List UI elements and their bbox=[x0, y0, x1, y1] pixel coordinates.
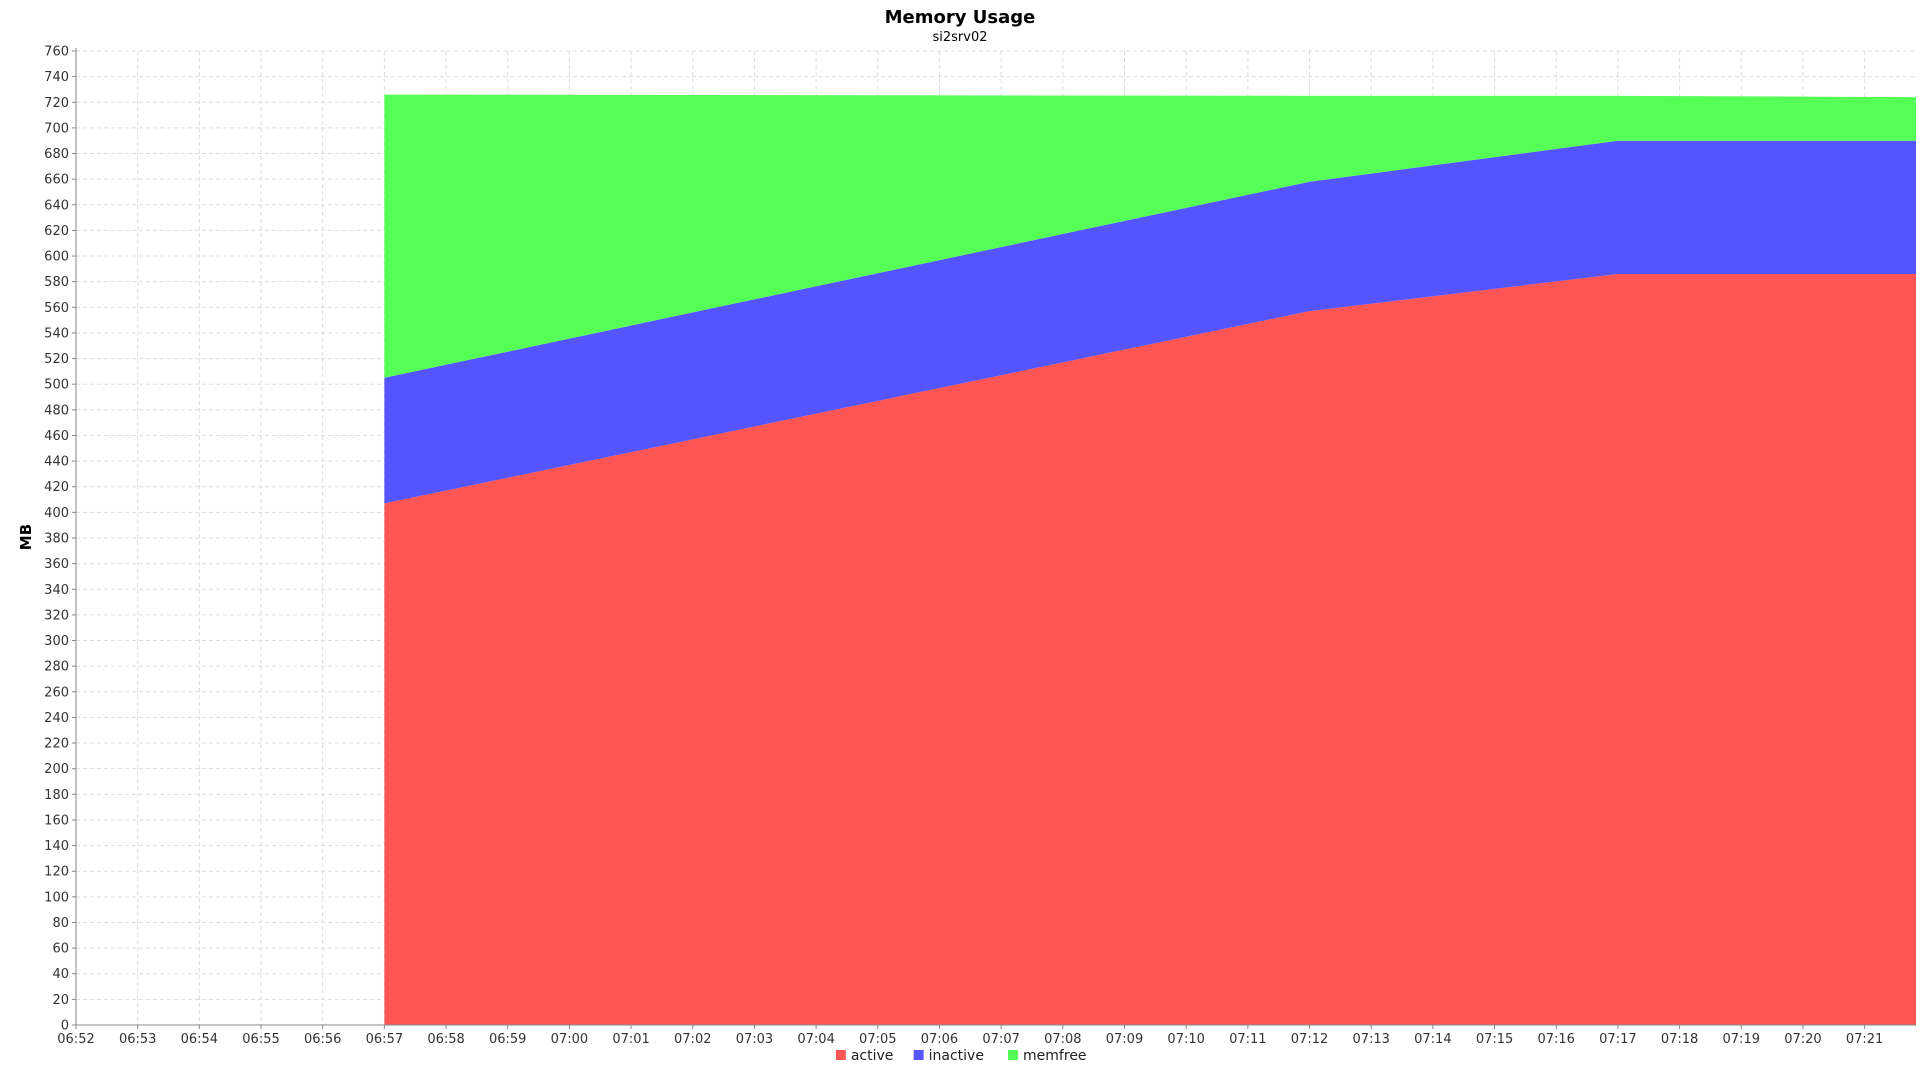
y-tick-label: 40 bbox=[52, 967, 69, 982]
y-tick-label: 660 bbox=[44, 173, 69, 188]
x-tick-label: 06:56 bbox=[304, 1032, 341, 1047]
x-tick-label: 07:06 bbox=[921, 1032, 958, 1047]
y-tick-label: 300 bbox=[44, 634, 69, 649]
y-tick-label: 560 bbox=[44, 301, 69, 316]
y-tick-label: 180 bbox=[44, 788, 69, 803]
y-tick-label: 620 bbox=[44, 224, 69, 239]
x-tick-label: 07:10 bbox=[1167, 1032, 1204, 1047]
x-tick-label: 07:16 bbox=[1537, 1032, 1574, 1047]
y-tick-label: 340 bbox=[44, 583, 69, 598]
x-tick-label: 07:11 bbox=[1229, 1032, 1266, 1047]
x-tick-label: 07:14 bbox=[1414, 1032, 1451, 1047]
y-tick-label: 520 bbox=[44, 352, 69, 367]
y-tick-label: 160 bbox=[44, 813, 69, 828]
y-tick-label: 720 bbox=[44, 96, 69, 111]
y-tick-label: 420 bbox=[44, 480, 69, 495]
legend-label-memfree: memfree bbox=[1023, 1048, 1087, 1064]
series-area-inactive bbox=[384, 140, 1916, 504]
y-tick-label: 540 bbox=[44, 326, 69, 341]
legend-swatch-inactive bbox=[913, 1050, 924, 1060]
y-tick-label: 380 bbox=[44, 532, 69, 547]
y-tick-label: 680 bbox=[44, 147, 69, 162]
stacked-areas bbox=[384, 94, 1916, 1025]
x-tick-label: 07:00 bbox=[551, 1032, 588, 1047]
y-tick-label: 600 bbox=[44, 250, 69, 265]
x-tick-label: 06:53 bbox=[119, 1032, 156, 1047]
y-tick-label: 740 bbox=[44, 70, 69, 85]
y-tick-label: 120 bbox=[44, 865, 69, 880]
y-tick-label: 80 bbox=[52, 916, 69, 931]
x-axis-ticks: 06:52 06:53 06:54 06:55 06:56 06:57 06:58 06:59… bbox=[57, 1025, 1883, 1047]
y-axis-label: MB bbox=[17, 524, 35, 550]
legend-label-active: active bbox=[851, 1048, 894, 1064]
y-tick-label: 400 bbox=[44, 506, 69, 521]
x-tick-label: 07:15 bbox=[1476, 1032, 1513, 1047]
y-tick-label: 140 bbox=[44, 839, 69, 854]
y-tick-label: 440 bbox=[44, 455, 69, 470]
y-tick-label: 640 bbox=[44, 198, 69, 213]
x-tick-label: 07:17 bbox=[1599, 1032, 1636, 1047]
x-tick-label: 06:52 bbox=[57, 1032, 94, 1047]
y-tick-label: 220 bbox=[44, 737, 69, 752]
chart-title: Memory Usage bbox=[885, 7, 1036, 28]
x-tick-label: 07:18 bbox=[1661, 1032, 1698, 1047]
y-tick-label: 360 bbox=[44, 557, 69, 572]
x-tick-label: 07:04 bbox=[797, 1032, 834, 1047]
y-tick-label: 60 bbox=[52, 942, 69, 957]
x-tick-label: 07:05 bbox=[859, 1032, 896, 1047]
y-tick-label: 240 bbox=[44, 711, 69, 726]
legend-label-inactive: inactive bbox=[929, 1048, 984, 1064]
x-tick-label: 07:19 bbox=[1723, 1032, 1760, 1047]
x-tick-label: 06:55 bbox=[242, 1032, 279, 1047]
x-tick-label: 06:59 bbox=[489, 1032, 526, 1047]
series-area-active bbox=[384, 273, 1916, 1025]
y-tick-label: 580 bbox=[44, 275, 69, 290]
x-tick-label: 07:20 bbox=[1784, 1032, 1821, 1047]
y-tick-label: 200 bbox=[44, 762, 69, 777]
y-tick-label: 480 bbox=[44, 403, 69, 418]
x-tick-label: 06:58 bbox=[427, 1032, 464, 1047]
y-tick-label: 20 bbox=[52, 993, 69, 1008]
y-tick-label: 260 bbox=[44, 685, 69, 700]
x-tick-label: 07:13 bbox=[1352, 1032, 1389, 1047]
x-tick-label: 07:03 bbox=[736, 1032, 773, 1047]
x-tick-label: 07:12 bbox=[1291, 1032, 1328, 1047]
x-tick-label: 07:08 bbox=[1044, 1032, 1081, 1047]
x-tick-label: 07:01 bbox=[612, 1032, 649, 1047]
x-tick-label: 07:09 bbox=[1106, 1032, 1143, 1047]
y-tick-label: 100 bbox=[44, 890, 69, 905]
x-tick-label: 06:54 bbox=[181, 1032, 218, 1047]
legend-swatch-memfree bbox=[1008, 1050, 1019, 1060]
y-tick-label: 500 bbox=[44, 378, 69, 393]
legend-swatch-active bbox=[835, 1050, 846, 1060]
series-area-memfree bbox=[384, 94, 1916, 378]
y-tick-label: 280 bbox=[44, 660, 69, 675]
legend: active inactive memfree bbox=[835, 1048, 1087, 1064]
x-tick-label: 07:07 bbox=[982, 1032, 1019, 1047]
x-tick-label: 07:21 bbox=[1846, 1032, 1883, 1047]
y-axis-ticks: 0 20 40 60 80 100 120 140 160 180 200 220 240 260 280 3… bbox=[44, 45, 76, 1034]
axes bbox=[75, 48, 1916, 1026]
y-tick-label: 460 bbox=[44, 429, 69, 444]
x-tick-label: 07:02 bbox=[674, 1032, 711, 1047]
y-tick-label: 760 bbox=[44, 45, 69, 60]
y-tick-label: 320 bbox=[44, 608, 69, 623]
x-tick-label: 06:57 bbox=[366, 1032, 403, 1047]
y-tick-label: 700 bbox=[44, 121, 69, 136]
y-tick-label: 0 bbox=[61, 1019, 69, 1034]
chart-subtitle: si2srv02 bbox=[932, 30, 987, 45]
